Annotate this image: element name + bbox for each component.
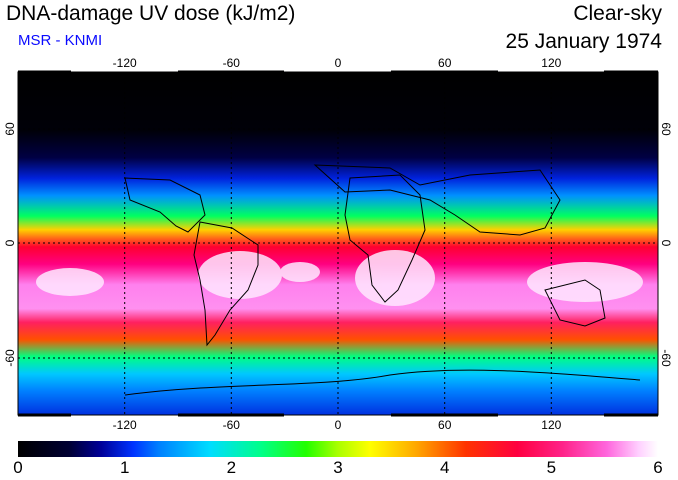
coastlines <box>124 164 641 396</box>
colorbar-label: 3 <box>333 458 343 477</box>
lon-label-top: 60 <box>438 56 452 70</box>
colorbar-label: 0 <box>13 458 23 477</box>
australia-outline <box>544 279 606 327</box>
date-label: 25 January 1974 <box>505 30 662 53</box>
lon-label-bottom: -120 <box>113 418 137 432</box>
lon-label-bottom: -60 <box>223 418 241 432</box>
lat-label-right: 60 <box>659 122 673 136</box>
eurasia-outline <box>313 164 561 236</box>
lat-label-right: -60 <box>659 349 673 367</box>
map-frame <box>17 71 659 416</box>
south-america-outline <box>193 221 259 347</box>
colorbar-label: 1 <box>119 458 130 477</box>
lon-label-bottom: 120 <box>541 418 561 432</box>
colorbar-label: 2 <box>226 458 237 477</box>
frame-ticks <box>18 70 658 417</box>
colorbar <box>18 441 658 457</box>
lat-label-right: 0 <box>659 240 673 247</box>
lon-label-top: -120 <box>113 56 137 70</box>
uv-dose-map: -120 -60 0 60 120 -120 -60 0 60 120 60 0… <box>3 56 673 432</box>
lon-label-bottom: 0 <box>335 418 342 432</box>
lon-label-top: -60 <box>223 56 241 70</box>
map-title: DNA-damage UV dose (kJ/m2) <box>6 2 296 25</box>
lat-label-left: 0 <box>3 239 17 246</box>
africa-outline <box>344 174 426 303</box>
lat-label-left: 60 <box>3 122 17 136</box>
lon-label-top: 0 <box>335 56 342 70</box>
colorbar-label: 4 <box>439 458 450 477</box>
lat-label-left: -60 <box>3 349 17 367</box>
source-label: MSR - KNMI <box>18 32 103 49</box>
lon-label-bottom: 60 <box>438 418 452 432</box>
sky-condition-label: Clear-sky <box>573 2 662 25</box>
graticule <box>18 72 658 415</box>
colorbar-label: 5 <box>546 458 557 477</box>
north-america-outline <box>124 177 206 233</box>
colorbar-label: 6 <box>653 458 663 477</box>
high-dose-patches <box>36 250 643 306</box>
lon-label-top: 120 <box>541 56 561 70</box>
antarctica-outline <box>124 369 641 396</box>
